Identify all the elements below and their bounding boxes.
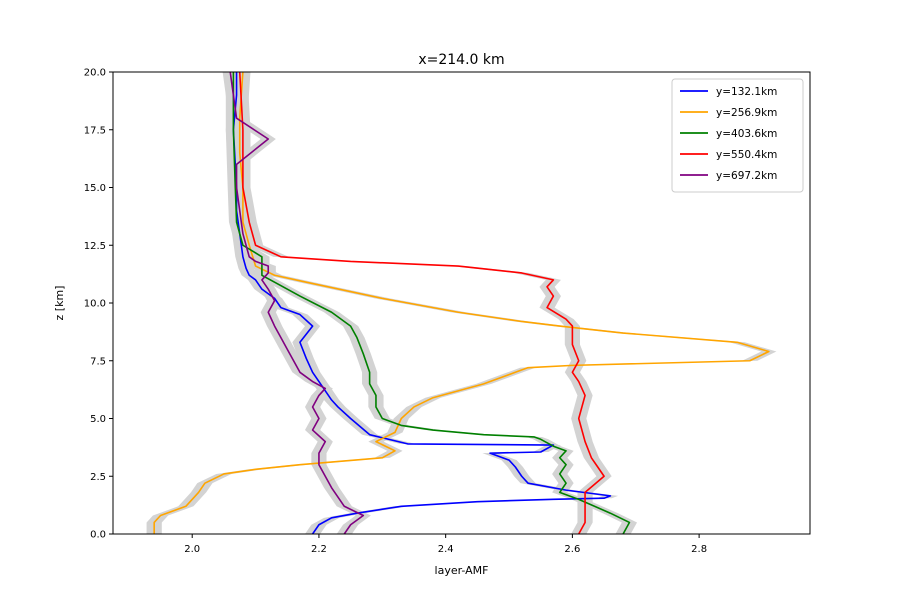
legend-label: y=403.6km	[716, 128, 777, 140]
x-axis-ticks: 2.0 2.2 2.4 2.6 2.8	[184, 534, 707, 555]
band-y-403-6km	[225, 72, 638, 534]
x-tick-label: 2.4	[438, 544, 454, 555]
series-line-y-256-9km	[153, 72, 770, 534]
x-tick-label: 2.6	[564, 544, 580, 555]
y-tick-label: 0.0	[90, 530, 106, 541]
chart-title: x=214.0 km	[418, 52, 504, 68]
series-line-y-132-1km	[232, 72, 612, 534]
legend: y=132.1km y=256.9km y=403.6km y=550.4km y=69…	[671, 78, 804, 193]
x-tick-label: 2.8	[691, 544, 707, 555]
y-tick-label: 15.0	[84, 183, 106, 194]
y-tick-label: 10.0	[84, 299, 106, 310]
y-axis-ticks: 0.0 2.5 5.0 7.5 10.0 12.5 15.0 17.5 20.0	[84, 68, 113, 541]
y-axis-label: z [km]	[53, 286, 66, 321]
legend-label: y=550.4km	[716, 149, 777, 161]
y-tick-label: 17.5	[84, 125, 106, 136]
x-tick-label: 2.0	[184, 544, 200, 555]
y-tick-label: 20.0	[84, 68, 106, 79]
y-tick-label: 5.0	[90, 414, 106, 425]
x-tick-label: 2.2	[311, 544, 327, 555]
series-lines	[153, 72, 770, 534]
legend-label: y=697.2km	[716, 170, 777, 182]
series-line-y-550-4km	[238, 72, 605, 534]
y-tick-label: 2.5	[90, 472, 106, 483]
x-axis-label: layer-AMF	[435, 564, 489, 577]
series-line-y-697-2km	[229, 72, 365, 534]
y-tick-label: 12.5	[84, 241, 106, 252]
legend-label: y=132.1km	[716, 86, 777, 98]
legend-label: y=256.9km	[716, 107, 777, 119]
legend-box	[671, 78, 804, 193]
y-tick-label: 7.5	[90, 356, 106, 367]
